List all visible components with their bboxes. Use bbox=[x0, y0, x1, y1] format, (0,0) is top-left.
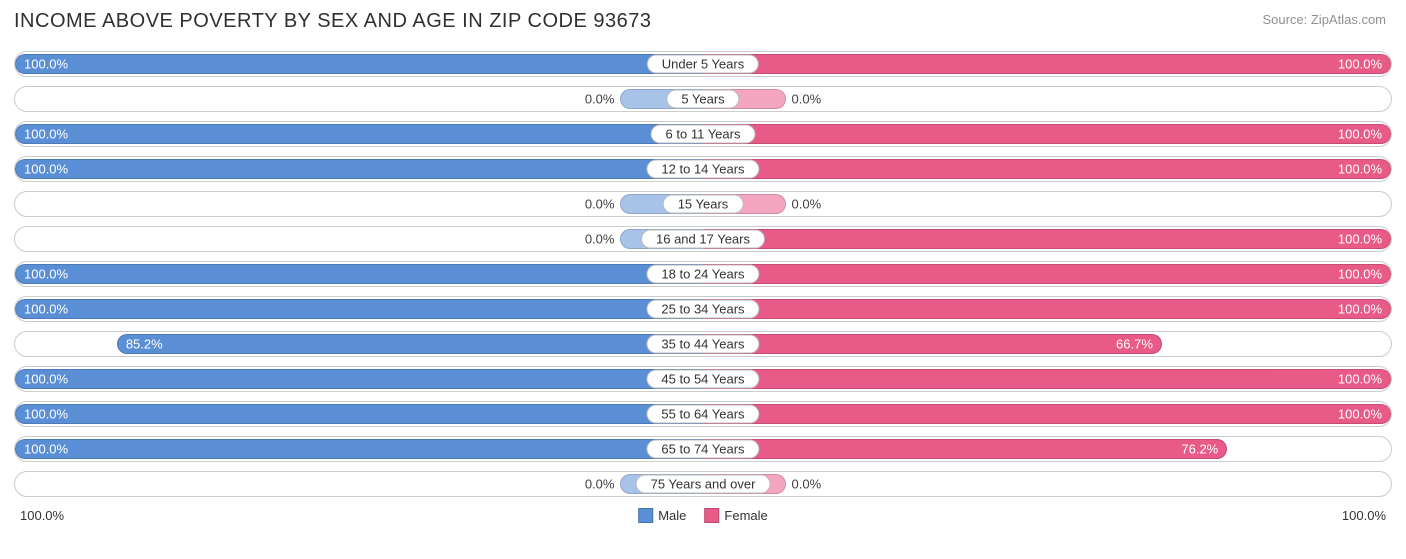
male-value-label: 100.0% bbox=[24, 302, 68, 317]
female-swatch-icon bbox=[704, 508, 719, 523]
category-label: 16 and 17 Years bbox=[641, 230, 765, 249]
category-label: 25 to 34 Years bbox=[646, 300, 759, 319]
male-value-label: 0.0% bbox=[585, 197, 615, 212]
chart-row: 100.0% 100.0% 25 to 34 Years bbox=[14, 296, 1392, 322]
male-bar: 100.0% bbox=[15, 369, 703, 389]
female-value-label: 0.0% bbox=[792, 197, 822, 212]
category-label: 75 Years and over bbox=[636, 475, 771, 494]
legend-female: Female bbox=[704, 508, 767, 523]
male-value-label: 100.0% bbox=[24, 372, 68, 387]
axis-row: 100.0% Male Female 100.0% bbox=[14, 506, 1392, 530]
male-bar: 100.0% bbox=[15, 439, 703, 459]
female-value-label: 100.0% bbox=[1338, 372, 1382, 387]
female-bar: 100.0% bbox=[703, 124, 1391, 144]
category-label: 35 to 44 Years bbox=[646, 335, 759, 354]
female-value-label: 100.0% bbox=[1338, 162, 1382, 177]
legend-female-label: Female bbox=[724, 508, 767, 523]
chart-row: 0.0% 0.0% 75 Years and over bbox=[14, 471, 1392, 497]
male-bar: 100.0% bbox=[15, 299, 703, 319]
male-bar: 100.0% bbox=[15, 124, 703, 144]
legend-male-label: Male bbox=[658, 508, 686, 523]
chart-area: 100.0% 100.0% Under 5 Years 0.0% 0.0% 5 Years… bbox=[14, 51, 1392, 497]
chart-row: 0.0% 0.0% 5 Years bbox=[14, 86, 1392, 112]
male-value-label: 100.0% bbox=[24, 57, 68, 72]
female-value-label: 0.0% bbox=[792, 92, 822, 107]
male-bar: 100.0% bbox=[15, 404, 703, 424]
legend-male: Male bbox=[638, 508, 686, 523]
chart-container: INCOME ABOVE POVERTY BY SEX AND AGE IN Z… bbox=[0, 0, 1406, 559]
female-bar: 100.0% bbox=[703, 159, 1391, 179]
female-value-label: 100.0% bbox=[1338, 267, 1382, 282]
chart-row: 100.0% 100.0% 55 to 64 Years bbox=[14, 401, 1392, 427]
female-value-label: 76.2% bbox=[1181, 442, 1218, 457]
female-bar: 100.0% bbox=[703, 369, 1391, 389]
female-bar: 100.0% bbox=[703, 54, 1391, 74]
female-value-label: 66.7% bbox=[1116, 337, 1153, 352]
chart-row: 100.0% 100.0% Under 5 Years bbox=[14, 51, 1392, 77]
female-bar: 76.2% bbox=[703, 439, 1227, 459]
female-bar: 100.0% bbox=[703, 404, 1391, 424]
male-swatch-icon bbox=[638, 508, 653, 523]
female-bar: 100.0% bbox=[703, 299, 1391, 319]
axis-left-label: 100.0% bbox=[20, 508, 64, 523]
male-value-label: 0.0% bbox=[585, 92, 615, 107]
female-bar: 100.0% bbox=[703, 264, 1391, 284]
male-value-label: 100.0% bbox=[24, 162, 68, 177]
chart-row: 100.0% 100.0% 18 to 24 Years bbox=[14, 261, 1392, 287]
male-value-label: 100.0% bbox=[24, 407, 68, 422]
category-label: 45 to 54 Years bbox=[646, 370, 759, 389]
category-label: 55 to 64 Years bbox=[646, 405, 759, 424]
female-value-label: 100.0% bbox=[1338, 232, 1382, 247]
chart-row: 100.0% 100.0% 45 to 54 Years bbox=[14, 366, 1392, 392]
male-bar: 85.2% bbox=[117, 334, 703, 354]
axis-right-label: 100.0% bbox=[1342, 508, 1386, 523]
chart-row: 100.0% 100.0% 12 to 14 Years bbox=[14, 156, 1392, 182]
category-label: 65 to 74 Years bbox=[646, 440, 759, 459]
male-value-label: 100.0% bbox=[24, 442, 68, 457]
chart-row: 0.0% 100.0% 16 and 17 Years bbox=[14, 226, 1392, 252]
female-bar: 100.0% bbox=[703, 229, 1391, 249]
female-value-label: 100.0% bbox=[1338, 127, 1382, 142]
category-label: 18 to 24 Years bbox=[646, 265, 759, 284]
category-label: Under 5 Years bbox=[647, 55, 759, 74]
chart-title: INCOME ABOVE POVERTY BY SEX AND AGE IN Z… bbox=[14, 10, 1392, 33]
chart-row: 85.2% 66.7% 35 to 44 Years bbox=[14, 331, 1392, 357]
chart-row: 100.0% 76.2% 65 to 74 Years bbox=[14, 436, 1392, 462]
male-bar: 100.0% bbox=[15, 159, 703, 179]
category-label: 6 to 11 Years bbox=[651, 125, 756, 144]
source-attribution: Source: ZipAtlas.com bbox=[1262, 12, 1386, 27]
category-label: 15 Years bbox=[663, 195, 744, 214]
male-value-label: 0.0% bbox=[585, 232, 615, 247]
category-label: 12 to 14 Years bbox=[646, 160, 759, 179]
female-value-label: 100.0% bbox=[1338, 302, 1382, 317]
chart-row: 100.0% 100.0% 6 to 11 Years bbox=[14, 121, 1392, 147]
legend: Male Female bbox=[638, 508, 768, 523]
female-value-label: 100.0% bbox=[1338, 57, 1382, 72]
male-value-label: 85.2% bbox=[126, 337, 163, 352]
female-value-label: 0.0% bbox=[792, 477, 822, 492]
male-bar: 100.0% bbox=[15, 54, 703, 74]
category-label: 5 Years bbox=[666, 90, 739, 109]
male-value-label: 100.0% bbox=[24, 127, 68, 142]
male-value-label: 0.0% bbox=[585, 477, 615, 492]
female-bar: 66.7% bbox=[703, 334, 1162, 354]
male-value-label: 100.0% bbox=[24, 267, 68, 282]
male-bar: 100.0% bbox=[15, 264, 703, 284]
chart-row: 0.0% 0.0% 15 Years bbox=[14, 191, 1392, 217]
female-value-label: 100.0% bbox=[1338, 407, 1382, 422]
